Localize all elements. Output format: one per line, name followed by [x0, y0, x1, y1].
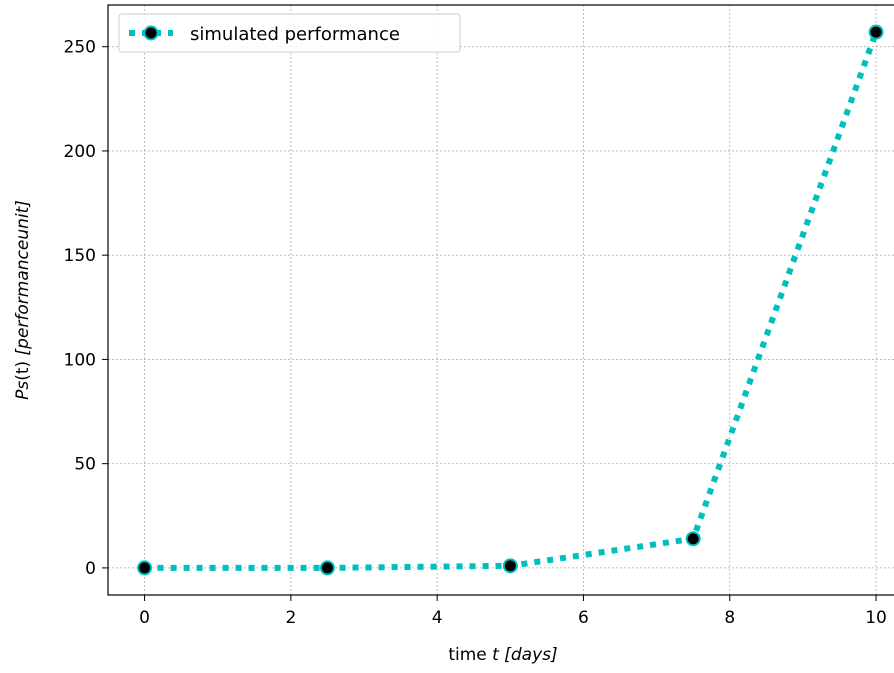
grid-lines: [108, 5, 894, 595]
x-tick-label: 4: [432, 608, 443, 628]
x-tick-label: 2: [285, 608, 296, 628]
series-line: [144, 31, 879, 571]
y-tick-label: 50: [74, 455, 96, 475]
legend-box: [118, 13, 461, 53]
x-tick-label: 8: [724, 608, 735, 628]
data-point: [319, 560, 335, 576]
y-axis-label: Ps(t) [performanceunit]: [13, 200, 33, 400]
legend: simulated performance: [118, 13, 461, 53]
y-tick-label: 250: [64, 38, 96, 58]
data-point: [868, 24, 884, 40]
series-layer: [137, 24, 884, 576]
x-tick-label: 0: [139, 608, 150, 628]
y-axis: 0 50 100 150 200 250: [64, 38, 108, 579]
legend-label: simulated performance: [190, 24, 400, 45]
y-tick-label: 150: [64, 246, 96, 266]
legend-marker-sample: [143, 25, 159, 41]
x-axis: 0 2 4 6 8 10: [139, 595, 887, 628]
y-tick-label: 200: [64, 142, 96, 162]
data-point: [137, 560, 153, 576]
y-tick-label: 100: [64, 350, 96, 370]
data-point: [685, 531, 701, 547]
data-point: [502, 558, 518, 574]
x-tick-label: 10: [865, 608, 887, 628]
x-axis-label: time t [days]: [448, 645, 557, 665]
plot-frame: [107, 4, 894, 596]
x-tick-label: 6: [578, 608, 589, 628]
y-tick-label: 0: [85, 559, 96, 579]
